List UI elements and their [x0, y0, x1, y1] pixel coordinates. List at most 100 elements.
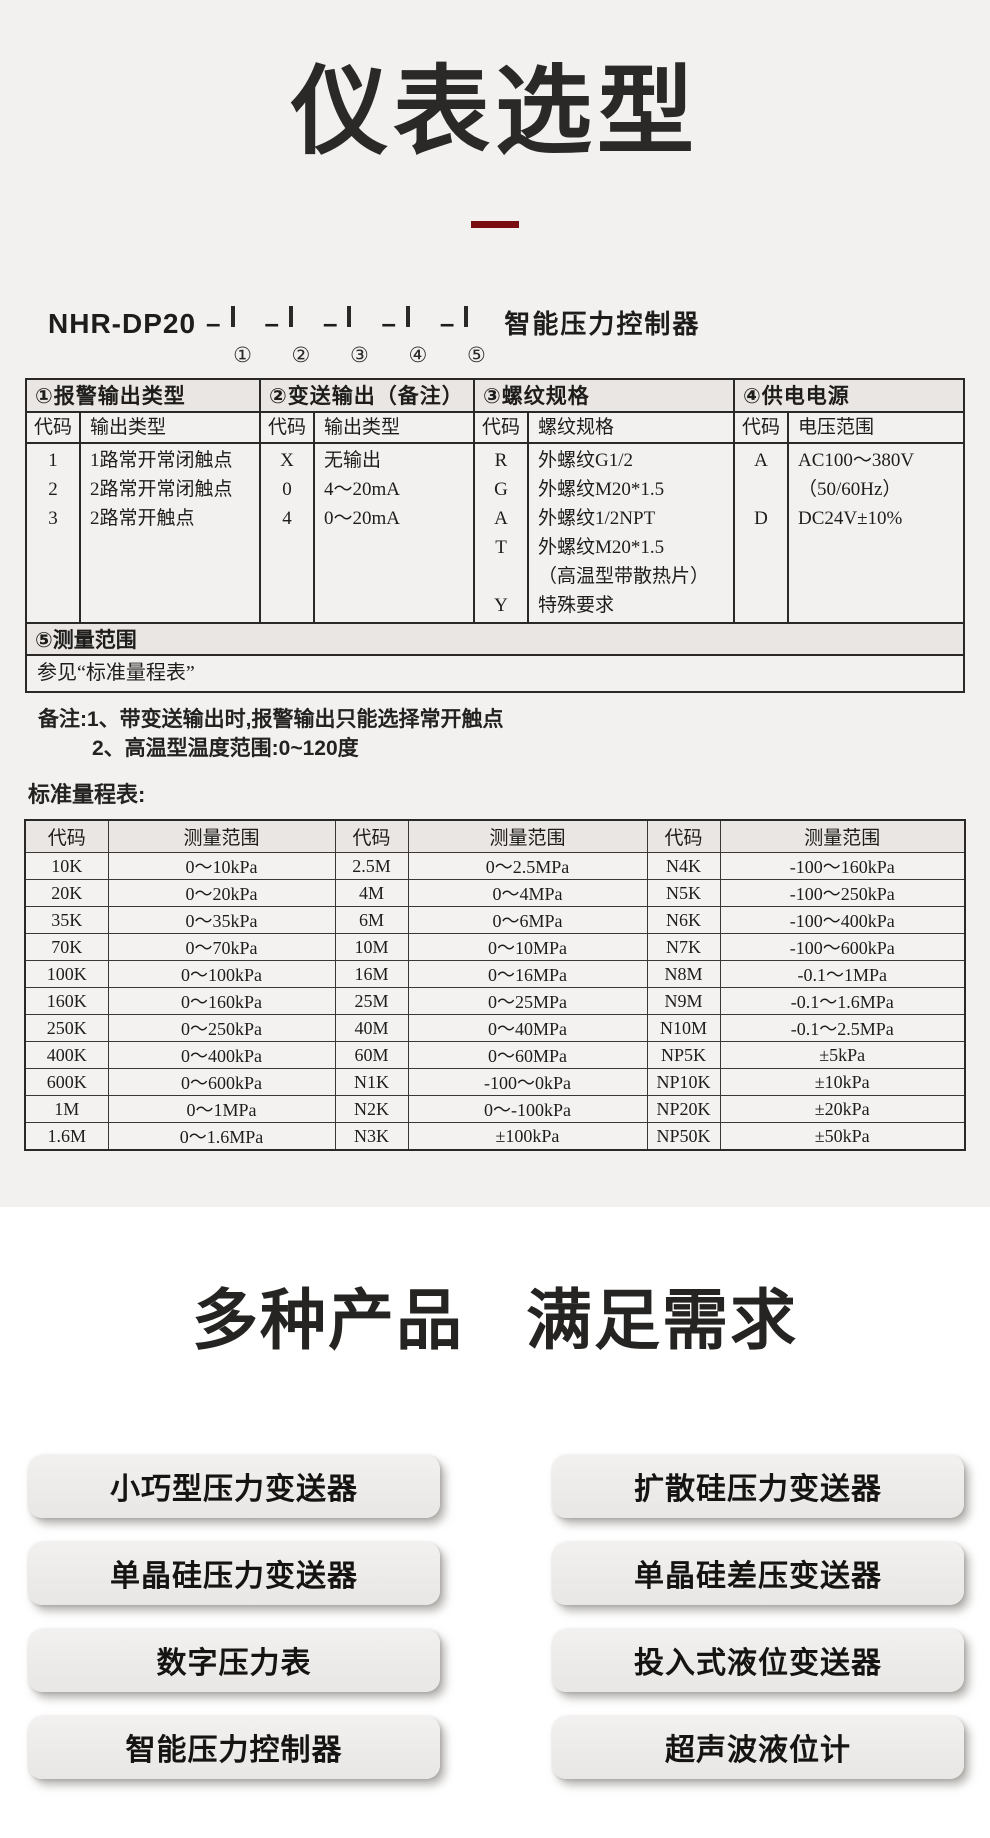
value-cell: 无输出	[324, 449, 382, 471]
model-separator: –	[439, 307, 455, 338]
model-prefix: NHR-DP20	[48, 307, 197, 339]
range-cell: 20K	[24, 879, 109, 908]
code-cell-spacer	[735, 475, 787, 504]
value-header: 电压范围	[798, 416, 875, 438]
measuring-range-row-value: 参见“标准量程表”	[37, 661, 195, 684]
range-cell: 100K	[24, 960, 109, 989]
standard-range-table: 代码 测量范围 代码 测量范围 代码 测量范围 10K 0～10kPa 2.5M…	[24, 818, 966, 1152]
option-box-3	[347, 305, 352, 327]
col-header: 测量范围	[407, 819, 648, 854]
value-cell: 外螺纹G1/2	[538, 449, 634, 471]
group-title: ③螺纹规格	[475, 379, 733, 413]
code-column: 1 2 3	[27, 443, 81, 622]
measuring-range-row-title: ⑤测量范围	[27, 621, 963, 656]
product-button-smart-pressure-controller[interactable]: 智能压力控制器	[28, 1715, 440, 1779]
title-accent-dash	[471, 220, 519, 228]
model-option-slot-2: ②	[288, 305, 313, 367]
group-alarm-output: ①报警输出类型 代码 输出类型 1 2 3 1路常开常闭触点 2路常	[27, 379, 261, 622]
range-cell: N10M	[646, 1014, 721, 1043]
model-separator: –	[322, 307, 338, 338]
range-table-title: 标准量程表:	[28, 781, 146, 807]
products-section: 多种产品 满足需求 小巧型压力变送器 扩散硅压力变送器 单晶硅压力变送器 单晶硅差…	[0, 1207, 990, 1779]
position-marker-4: ④	[408, 343, 428, 367]
range-cell: ±5kPa	[719, 1041, 966, 1070]
range-cell: 0～20kPa	[107, 879, 336, 908]
group-body: A D AC100～380V （50/60Hz） DC24V±10%	[735, 443, 963, 622]
group-thread-spec: ③螺纹规格 代码 螺纹规格 R G A T Y	[475, 379, 735, 622]
group-title: ②变送输出（备注）	[261, 379, 473, 413]
value-column: AC100～380V （50/60Hz） DC24V±10%	[789, 444, 963, 622]
product-button-digital-pressure-gauge[interactable]: 数字压力表	[28, 1628, 440, 1692]
value-cell: （50/60Hz）	[798, 478, 902, 500]
model-product-name: 智能压力控制器	[504, 308, 701, 339]
code-cell: Y	[494, 594, 508, 616]
group-body: R G A T Y 外螺纹G1/2 外螺纹M20*1.5 外螺纹1/2NPT 外…	[475, 443, 733, 622]
code-header: 代码	[261, 412, 315, 442]
products-heading-right: 满足需求	[526, 1283, 798, 1357]
range-cell: 60M	[334, 1041, 409, 1070]
code-cell: 1	[48, 449, 58, 471]
range-cell: -100～400kPa	[719, 906, 966, 935]
product-button-ultrasonic-level-meter[interactable]: 超声波液位计	[552, 1715, 964, 1779]
range-cell: N2K	[334, 1095, 409, 1124]
code-cell: X	[280, 449, 294, 471]
code-cell: A	[754, 449, 768, 471]
range-cell: 0～600kPa	[107, 1068, 336, 1097]
value-cell: 2路常开触点	[90, 507, 195, 529]
model-option-slot-1: ①	[230, 305, 255, 367]
range-cell: 0～16MPa	[407, 960, 648, 989]
range-cell: 0～10kPa	[107, 852, 336, 881]
range-cell: 600K	[24, 1068, 109, 1097]
range-cell: -100～600kPa	[719, 933, 966, 962]
model-option-slot-3: ③	[347, 305, 371, 367]
range-row: 400K 0～400kPa 60M 0～60MPa NP5K ±5kPa	[24, 1041, 966, 1070]
range-row: 100K 0～100kPa 16M 0～16MPa N8M -0.1～1MPa	[24, 960, 966, 989]
products-heading: 多种产品 满足需求	[0, 1207, 990, 1359]
product-button-diffused-silicon-pressure-transmitter[interactable]: 扩散硅压力变送器	[552, 1454, 964, 1518]
range-cell: 25M	[334, 987, 409, 1016]
group-subheader: 代码 输出类型	[261, 412, 473, 444]
products-grid: 小巧型压力变送器 扩散硅压力变送器 单晶硅压力变送器 单晶硅差压变送器 数字压力…	[0, 1454, 990, 1779]
range-cell: -100～0kPa	[407, 1068, 648, 1097]
code-header: 代码	[735, 412, 789, 442]
code-column: A D	[735, 443, 789, 622]
col-header: 测量范围	[719, 819, 966, 854]
range-cell: 0～4MPa	[407, 879, 648, 908]
group-transmit-output: ②变送输出（备注） 代码 输出类型 X 0 4 无输出 4～20mA	[261, 379, 475, 622]
code-cell: D	[754, 507, 768, 529]
range-cell: 0～6MPa	[407, 906, 648, 935]
code-cell: 0	[282, 478, 292, 500]
product-button-monocrystalline-silicon-dp-transmitter[interactable]: 单晶硅差压变送器	[552, 1541, 964, 1605]
range-cell: ±20kPa	[719, 1095, 966, 1124]
product-button-submersible-level-transmitter[interactable]: 投入式液位变送器	[552, 1628, 964, 1692]
value-column: 无输出 4～20mA 0～20mA	[315, 444, 473, 622]
range-row: 1M 0～1MPa N2K 0～-100kPa NP20K ±20kPa	[24, 1095, 966, 1124]
range-cell: -0.1～1.6MPa	[719, 987, 966, 1016]
group-title: ④供电电源	[735, 379, 963, 413]
group-subheader: 代码 输出类型	[27, 412, 259, 444]
range-cell: 0～400kPa	[107, 1041, 336, 1070]
group-title: ①报警输出类型	[27, 379, 259, 413]
range-cell: NP20K	[646, 1095, 721, 1124]
option-box-5	[464, 305, 469, 327]
range-row: 70K 0～70kPa 10M 0～10MPa N7K -100～600kPa	[24, 933, 966, 962]
model-separator: –	[206, 307, 221, 338]
range-cell: ±50kPa	[719, 1122, 966, 1151]
range-cell: NP5K	[646, 1041, 721, 1070]
code-column: X 0 4	[261, 443, 315, 622]
product-button-monocrystalline-silicon-pressure-transmitter[interactable]: 单晶硅压力变送器	[28, 1541, 440, 1605]
value-cell: AC100～380V	[798, 449, 915, 471]
range-cell: -100～160kPa	[719, 852, 966, 881]
code-header: 代码	[27, 412, 81, 442]
value-header: 输出类型	[324, 416, 401, 438]
range-cell: ±100kPa	[407, 1122, 648, 1151]
value-cell: 外螺纹M20*1.5	[538, 536, 665, 558]
product-button-compact-pressure-transmitter[interactable]: 小巧型压力变送器	[28, 1454, 440, 1518]
range-cell: 1.6M	[24, 1122, 109, 1151]
products-heading-left: 多种产品	[192, 1283, 464, 1357]
option-box-2	[288, 305, 293, 327]
range-cell: 16M	[334, 960, 409, 989]
value-cell: 外螺纹M20*1.5	[538, 478, 665, 500]
range-cell: NP50K	[646, 1122, 721, 1151]
